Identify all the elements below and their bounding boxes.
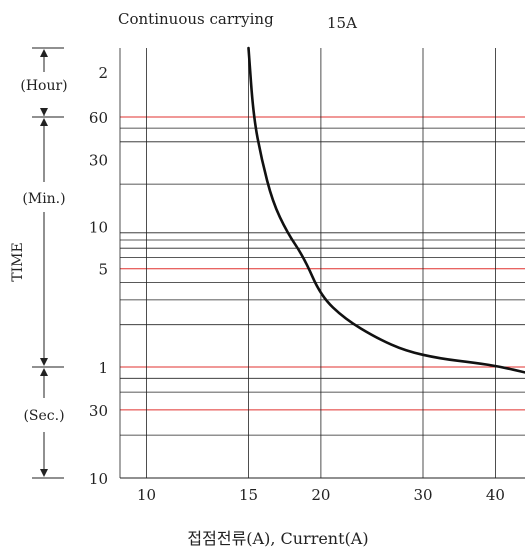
y-tick-label: 30 xyxy=(89,151,108,169)
series-line xyxy=(247,46,525,374)
unit-sec: (Sec.) xyxy=(23,408,64,424)
x-tick-label: 15 xyxy=(239,486,258,504)
grid-lines xyxy=(119,48,525,479)
y-tick-label: 30 xyxy=(89,402,108,420)
y-tick-label: 10 xyxy=(89,470,108,488)
x-tick-label: 40 xyxy=(486,486,505,504)
unit-min: (Min.) xyxy=(22,191,65,207)
x-tick-labels: 10 15 20 30 40 xyxy=(137,486,505,504)
y-tick-label: 1 xyxy=(98,359,108,377)
unit-hour: (Hour) xyxy=(20,78,67,94)
x-tick-label: 20 xyxy=(311,486,330,504)
y-tick-label: 2 xyxy=(98,64,108,82)
y-tick-label: 60 xyxy=(89,109,108,127)
x-tick-label: 30 xyxy=(413,486,432,504)
x-tick-label: 10 xyxy=(137,486,156,504)
x-axis-label: 접점전류(A), Current(A) xyxy=(187,529,368,548)
y-tick-labels: 2 60 30 10 5 1 30 10 xyxy=(89,64,108,488)
bracket-arrow xyxy=(40,49,48,57)
bracket-arrow xyxy=(40,108,48,116)
chart-title: Continuous carrying xyxy=(118,10,274,28)
y-axis-label: TIME xyxy=(10,242,26,281)
chart-title-value: 15A xyxy=(327,14,357,32)
curve-layer xyxy=(247,46,525,374)
unit-bracket xyxy=(32,47,64,479)
y-tick-label: 5 xyxy=(98,261,108,279)
bracket-arrow xyxy=(40,368,48,376)
bracket-arrow xyxy=(40,118,48,126)
y-tick-label: 10 xyxy=(89,218,108,236)
bracket-arrow xyxy=(40,358,48,366)
bracket-arrow xyxy=(40,469,48,477)
